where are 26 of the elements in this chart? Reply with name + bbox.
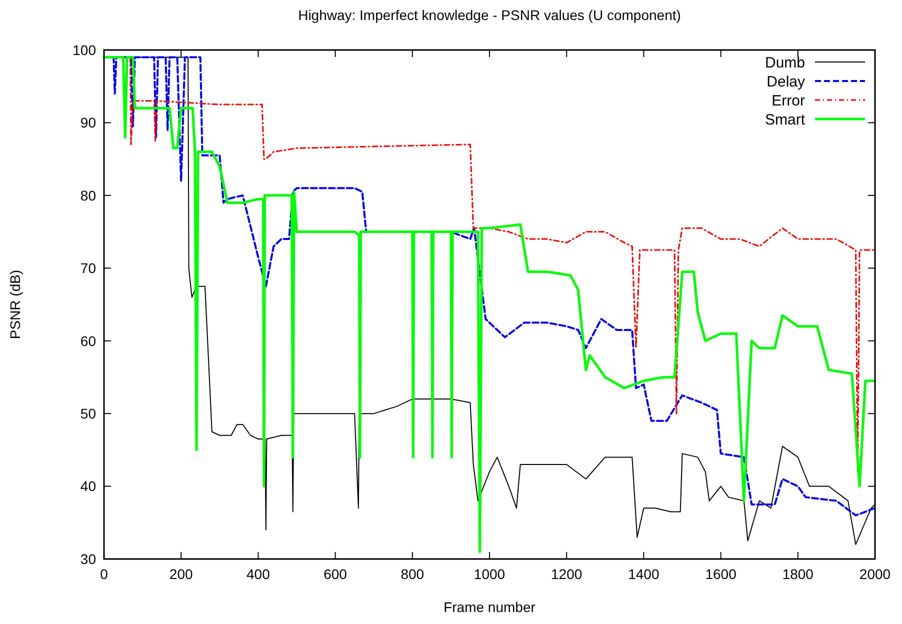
y-axis-title: PSNR (dB) — [7, 270, 23, 340]
x-tick-label: 1800 — [782, 566, 814, 582]
x-axis-title: Frame number — [444, 599, 536, 615]
x-tick-label: 600 — [324, 566, 348, 582]
x-tick-label: 200 — [169, 566, 193, 582]
y-tick-label: 100 — [72, 42, 96, 58]
x-tick-label: 1400 — [628, 566, 660, 582]
y-tick-label: 40 — [80, 478, 96, 494]
x-tick-label: 1600 — [705, 566, 737, 582]
y-tick-label: 90 — [80, 114, 96, 131]
legend-label: Smart — [764, 111, 806, 128]
y-tick-label: 30 — [80, 550, 96, 567]
legend-label: Delay — [766, 73, 806, 90]
legend-label: Dumb — [764, 54, 805, 72]
legend-label: Error — [772, 92, 805, 110]
x-tick-label: 2000 — [859, 566, 891, 582]
y-tick-label: 60 — [80, 332, 96, 349]
y-tick-label: 70 — [80, 260, 96, 276]
x-tick-label: 1000 — [474, 566, 506, 582]
y-tick-label: 80 — [80, 187, 96, 204]
y-tick-label: 50 — [80, 405, 96, 422]
x-tick-label: 1200 — [551, 566, 582, 582]
chart-title: Highway: Imperfect knowledge - PSNR values (U component) — [298, 7, 681, 23]
x-tick-label: 0 — [100, 566, 108, 582]
x-tick-label: 800 — [400, 566, 424, 582]
x-tick-label: 400 — [246, 566, 270, 582]
